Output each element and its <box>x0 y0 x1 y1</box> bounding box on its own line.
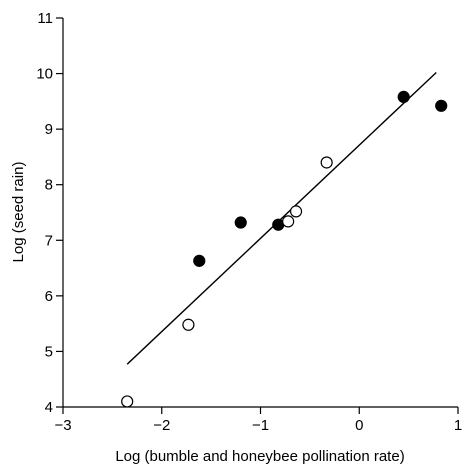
open-point <box>320 156 333 169</box>
filled-point <box>234 216 247 229</box>
open-point <box>121 395 134 408</box>
y-tick-label: 6 <box>45 288 53 305</box>
y-tick-label: 11 <box>37 10 53 27</box>
x-tick-label: 0 <box>355 417 363 434</box>
filled-point <box>397 90 410 104</box>
x-tick-label: −3 <box>54 417 71 434</box>
x-tick-label: −1 <box>252 417 269 434</box>
x-tick-label: −2 <box>153 417 170 434</box>
y-axis-label: Log (seed rain) <box>10 162 27 263</box>
y-axis-ticks: 4 5 6 7 8 9 10 11 <box>36 10 63 416</box>
open-point <box>182 318 195 331</box>
regression-line <box>126 71 437 365</box>
x-axis-ticks: −3 −2 −1 0 1 <box>54 407 462 434</box>
x-tick-label: 1 <box>454 417 462 434</box>
filled-point <box>193 254 206 267</box>
filled-point <box>435 99 448 112</box>
y-tick-label: 4 <box>45 399 53 416</box>
x-axis-label: Log (bumble and honeybee pollination rat… <box>115 448 404 465</box>
open-point <box>289 205 303 218</box>
y-tick-label: 10 <box>36 66 53 83</box>
y-tick-label: 5 <box>45 343 53 360</box>
data-points <box>121 90 448 408</box>
y-tick-label: 7 <box>45 232 53 249</box>
y-tick-label: 9 <box>45 121 53 138</box>
y-tick-label: 8 <box>45 177 53 194</box>
open-point <box>282 215 295 228</box>
plot-area: −3 −2 −1 0 1 4 5 6 7 8 9 10 11 <box>36 10 462 434</box>
